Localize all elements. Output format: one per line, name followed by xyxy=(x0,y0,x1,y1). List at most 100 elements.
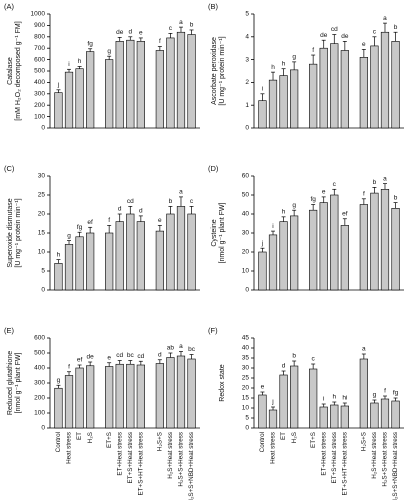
bar xyxy=(155,363,164,429)
y-axis-label: [nmol g⁻¹ plant FW] xyxy=(15,353,22,414)
bar xyxy=(155,230,164,291)
x-tick-label: ET+S+HT+Heat stress xyxy=(138,432,145,496)
y-tick-label: 700 xyxy=(34,45,45,52)
y-tick-label: 900 xyxy=(34,22,45,29)
bar xyxy=(330,194,339,291)
y-tick-label: 50 xyxy=(242,192,250,199)
panel-label: (E) xyxy=(4,326,15,335)
x-tick-label: H₂S+Heat stress xyxy=(167,432,174,479)
significance-letter: b xyxy=(394,194,398,201)
y-tick-label: 30 xyxy=(242,230,250,237)
y-tick-label: 35 xyxy=(242,355,250,362)
significance-letter: ef xyxy=(342,210,348,217)
bar xyxy=(166,213,175,291)
bar xyxy=(176,355,186,429)
significance-letter: j xyxy=(261,240,263,247)
significance-letter: fg xyxy=(87,40,93,47)
bar xyxy=(54,92,63,129)
significance-letter: a xyxy=(383,175,387,182)
bar xyxy=(319,406,328,429)
y-axis-label: Redox state xyxy=(219,364,226,401)
y-axis-label: Cysteine xyxy=(211,219,218,246)
y-tick-label: 45 xyxy=(242,335,250,342)
significance-letter: d xyxy=(139,208,143,215)
significance-letter: d xyxy=(158,351,162,358)
bar xyxy=(340,405,349,429)
significance-letter: fg xyxy=(310,196,316,203)
bar xyxy=(105,366,114,429)
significance-letter: a xyxy=(179,19,183,26)
bar xyxy=(155,50,164,129)
y-tick-label: 30 xyxy=(38,173,46,180)
significance-letter: c xyxy=(373,29,377,36)
panel-label: (C) xyxy=(4,164,15,173)
y-tick-label: 500 xyxy=(34,68,45,75)
significance-letter: e xyxy=(261,384,265,391)
bar xyxy=(75,367,84,429)
significance-letter: fg xyxy=(393,390,399,397)
y-axis-label: Reduced glutathione xyxy=(7,351,14,415)
significance-letter: f xyxy=(68,363,70,370)
bar xyxy=(290,215,299,291)
y-tick-label: 0 xyxy=(41,287,45,294)
x-tick-label: ET+S+Heat stress xyxy=(331,432,338,483)
significance-letter: j xyxy=(57,82,59,89)
bar xyxy=(86,51,95,129)
x-tick-label: Heat stress xyxy=(270,432,277,464)
bar xyxy=(359,204,368,291)
panel-label: (D) xyxy=(208,164,219,173)
bar xyxy=(86,365,95,429)
significance-letter: c xyxy=(169,25,173,32)
bar xyxy=(166,357,175,429)
x-tick-label: ET xyxy=(280,432,287,440)
bar xyxy=(126,213,135,291)
significance-letter: b xyxy=(394,24,398,31)
x-tick-label: H₂S+S+Heat stress xyxy=(178,432,185,487)
bar xyxy=(279,374,288,429)
bar xyxy=(380,189,390,291)
significance-letter: i xyxy=(262,86,263,93)
x-tick-label: ET+Heat stress xyxy=(320,432,327,476)
bar xyxy=(391,208,400,291)
significance-letter: a xyxy=(362,346,366,353)
x-tick-label: H₂S xyxy=(87,432,94,443)
significance-letter: b xyxy=(190,22,194,29)
significance-letter: h xyxy=(78,58,82,65)
y-tick-label: 1 xyxy=(245,102,249,109)
bar xyxy=(75,68,84,129)
significance-letter: ef xyxy=(87,219,93,226)
bar xyxy=(176,206,186,291)
y-tick-label: 15 xyxy=(38,230,46,237)
x-tick-label: H₂S+Heat stress xyxy=(371,432,378,479)
y-tick-label: 600 xyxy=(34,335,45,342)
bar xyxy=(105,59,114,129)
y-tick-label: 4 xyxy=(245,34,249,41)
significance-letter: b xyxy=(169,198,173,205)
bar xyxy=(319,47,328,129)
significance-letter: g xyxy=(107,48,111,55)
y-tick-label: 0 xyxy=(41,425,45,432)
significance-letter: f xyxy=(108,217,110,224)
y-tick-label: 25 xyxy=(242,375,250,382)
bar xyxy=(370,402,379,429)
bar xyxy=(187,34,196,129)
significance-letter: e xyxy=(322,189,326,196)
bar xyxy=(115,41,124,129)
bar xyxy=(380,398,390,429)
x-tick-label: H₂S+S+Heat stress xyxy=(382,432,389,487)
y-tick-label: 5 xyxy=(245,11,249,18)
significance-letter: c xyxy=(312,356,316,363)
bar xyxy=(115,221,124,291)
y-tick-label: 20 xyxy=(242,385,250,392)
significance-letter: cd xyxy=(137,353,144,360)
y-tick-label: 20 xyxy=(38,211,46,218)
significance-letter: d xyxy=(282,363,286,370)
significance-letter: g xyxy=(292,202,296,209)
x-tick-label: H₂S xyxy=(291,432,298,443)
bar xyxy=(268,79,278,129)
y-tick-label: 60 xyxy=(242,173,250,180)
bar xyxy=(391,41,400,129)
significance-letter: cd xyxy=(331,26,338,33)
y-tick-label: 200 xyxy=(34,102,45,109)
